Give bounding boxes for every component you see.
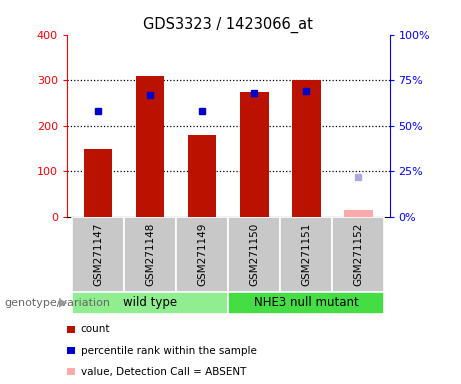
Bar — [84, 149, 112, 217]
Bar — [136, 76, 165, 217]
Text: count: count — [81, 324, 110, 334]
Bar — [332, 217, 384, 292]
Bar — [344, 210, 372, 217]
Bar — [228, 217, 280, 292]
Bar — [176, 217, 228, 292]
Bar — [72, 292, 228, 314]
Bar — [292, 80, 320, 217]
Text: GSM271147: GSM271147 — [93, 223, 103, 286]
Bar — [280, 217, 332, 292]
Text: genotype/variation: genotype/variation — [5, 298, 111, 308]
Text: GSM271148: GSM271148 — [145, 223, 155, 286]
Text: percentile rank within the sample: percentile rank within the sample — [81, 346, 257, 356]
Text: GSM271152: GSM271152 — [353, 223, 363, 286]
Bar — [188, 135, 217, 217]
Bar — [240, 91, 268, 217]
Text: GSM271149: GSM271149 — [197, 223, 207, 286]
Text: value, Detection Call = ABSENT: value, Detection Call = ABSENT — [81, 367, 246, 377]
Text: NHE3 null mutant: NHE3 null mutant — [254, 296, 359, 310]
Text: GSM271150: GSM271150 — [249, 223, 259, 286]
Text: wild type: wild type — [123, 296, 177, 310]
Bar — [72, 217, 124, 292]
Text: GSM271151: GSM271151 — [301, 223, 311, 286]
Bar — [228, 292, 384, 314]
Text: GDS3323 / 1423066_at: GDS3323 / 1423066_at — [143, 17, 313, 33]
Bar — [124, 217, 176, 292]
